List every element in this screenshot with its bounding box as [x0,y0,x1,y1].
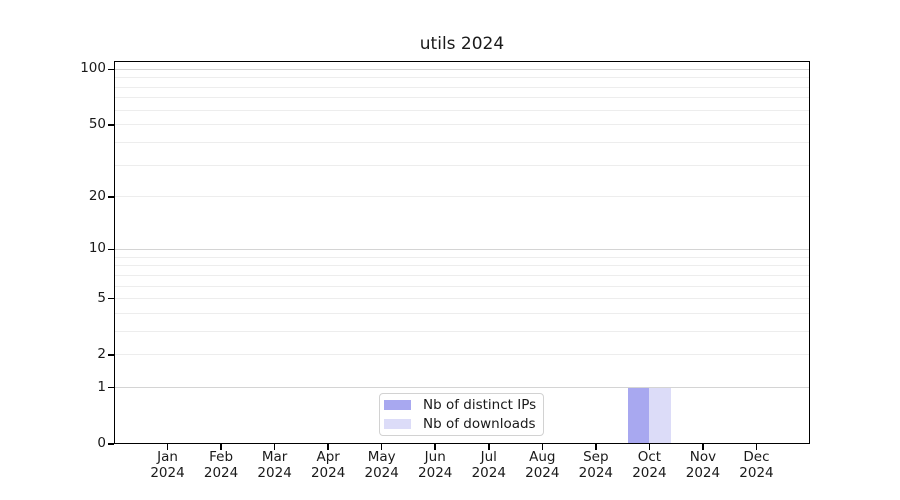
bar-nb-of-distinct-ips-oct-2024 [627,387,650,444]
y-gridline-minor-60 [114,109,810,111]
y-gridline-minor-3 [114,330,810,332]
legend-item-downloads: Nb of downloads [384,416,543,432]
x-tick-label-aug-2024: Aug 2024 [525,449,560,481]
y-tick-label-100: 100 [80,60,106,77]
y-tick-label-5: 5 [97,289,106,306]
y-gridline-minor-6 [114,285,810,287]
legend-swatch-distinct-ips [384,400,411,410]
y-tick-0 [108,443,114,445]
chart-title: utils 2024 [419,34,505,54]
y-gridline-minor-90 [114,77,810,79]
x-tick-nov [702,444,704,450]
y-tick-label-0: 0 [97,435,106,451]
y-gridline-minor-5 [114,298,810,300]
y-gridline-minor-50 [114,124,810,126]
x-tick-may [380,444,383,450]
y-gridline-minor-40 [114,142,810,144]
x-tick-label-nov-2024: Nov 2024 [685,449,721,481]
x-tick-jun [434,444,436,450]
y-gridline-minor-4 [114,312,810,314]
x-tick-feb [220,444,222,450]
legend-label-downloads: Nb of downloads [423,416,536,432]
x-tick-apr [327,444,329,450]
y-gridline-minor-80 [114,86,810,88]
x-tick-sep [595,444,597,450]
y-gridline-minor-70 [114,97,810,99]
x-tick-aug [541,444,544,450]
x-tick-label-dec-2024: Dec 2024 [739,449,774,481]
y-gridline-major-10 [114,248,810,250]
x-tick-mar [273,444,276,450]
x-tick-jan [166,444,169,450]
y-tick-label-20: 20 [88,187,106,204]
x-tick-oct [648,444,651,450]
x-tick-label-oct-2024: Oct 2024 [632,449,667,481]
y-tick-label-2: 2 [97,345,106,362]
plot-border [114,61,810,444]
y-tick-2 [108,354,114,356]
y-tick-5 [108,297,114,300]
y-tick-label-1: 1 [97,378,106,395]
x-tick-label-feb-2024: Feb 2024 [203,449,239,481]
x-tick-label-jul-2024: Jul 2024 [471,449,506,481]
y-gridline-minor-9 [114,256,810,258]
x-tick-jul [488,444,490,450]
y-tick-100 [108,68,114,71]
legend-swatch-downloads [384,419,411,429]
x-tick-label-jun-2024: Jun 2024 [418,449,453,481]
y-gridline-major-100 [114,68,810,70]
x-tick-label-jan-2024: Jan 2024 [150,449,185,481]
y-tick-1 [108,386,114,389]
y-gridline-minor-7 [114,274,810,276]
x-tick-label-sep-2024: Sep 2024 [578,449,614,481]
y-tick-20 [108,196,114,198]
y-gridline-minor-8 [114,265,810,267]
x-tick-label-apr-2024: Apr 2024 [310,449,346,481]
legend: Nb of distinct IPs Nb of downloads [379,393,544,436]
y-gridline-major-1 [114,387,810,389]
y-tick-label-50: 50 [88,115,106,132]
legend-label-distinct-ips: Nb of distinct IPs [423,397,537,413]
x-tick-label-may-2024: May 2024 [364,449,399,481]
y-gridline-minor-20 [114,196,810,198]
y-tick-10 [108,248,114,251]
bar-nb-of-downloads-oct-2024 [649,387,671,444]
y-tick-50 [108,124,114,126]
y-gridline-minor-2 [114,354,810,356]
x-tick-label-mar-2024: Mar 2024 [257,449,292,481]
y-tick-label-10: 10 [88,240,106,257]
legend-item-distinct-ips: Nb of distinct IPs [384,397,543,413]
y-gridline-minor-30 [114,164,810,166]
x-tick-dec [755,444,758,450]
